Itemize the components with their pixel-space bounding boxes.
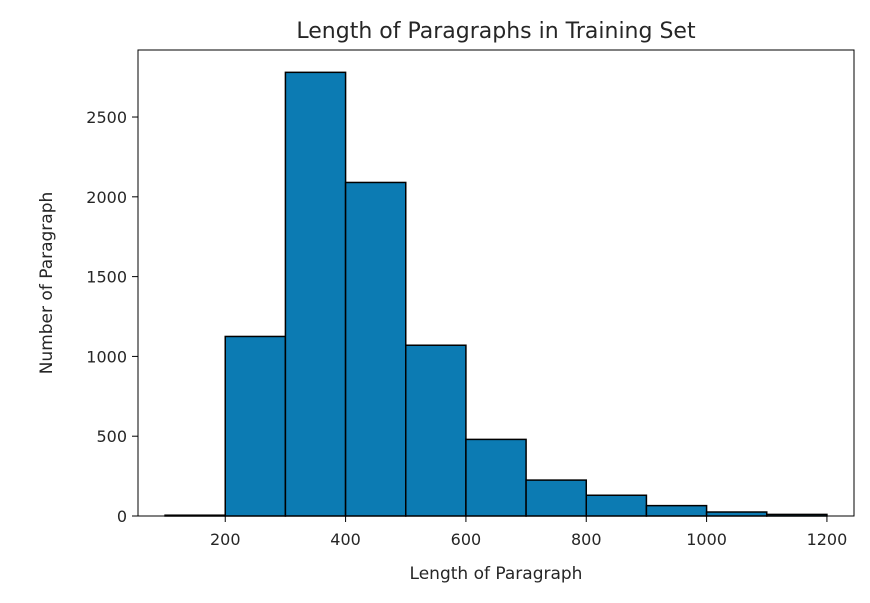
histogram-bar-7 [585, 494, 648, 517]
x-tick-label: 1200 [807, 530, 848, 549]
chart-title: Length of Paragraphs in Training Set [296, 19, 696, 44]
x-tick-label: 400 [330, 530, 361, 549]
y-tick-label: 1000 [86, 347, 127, 366]
x-tick-label: 200 [210, 530, 241, 549]
x-axis-label: Length of Paragraph [410, 564, 583, 584]
x-tick-label: 1000 [686, 530, 727, 549]
x-tick-label: 600 [451, 530, 482, 549]
y-axis-ticks: 0 500 1000 1500 2000 2500 [86, 108, 138, 526]
plot-frame [137, 49, 855, 517]
histogram-bar-2 [284, 71, 347, 517]
x-tick-label: 800 [571, 530, 602, 549]
histogram-bar-6 [525, 479, 588, 517]
y-tick-label: 0 [117, 507, 127, 526]
y-tick-label: 500 [96, 427, 127, 446]
histogram-bar-1 [224, 335, 287, 517]
y-tick-label: 2000 [86, 188, 127, 207]
bars-layer [164, 71, 828, 517]
y-axis-label: Number of Paragraph [37, 192, 57, 375]
histogram-bar-3 [344, 181, 407, 517]
y-tick-label: 1500 [86, 268, 127, 287]
histogram-bar-5 [465, 438, 527, 517]
histogram-bar-8 [645, 504, 708, 517]
histogram-bar-4 [404, 344, 467, 517]
x-axis-ticks: 200 400 600 800 1000 1200 [210, 516, 847, 549]
histogram-bar-9 [705, 511, 768, 517]
y-tick-label: 2500 [86, 108, 127, 127]
